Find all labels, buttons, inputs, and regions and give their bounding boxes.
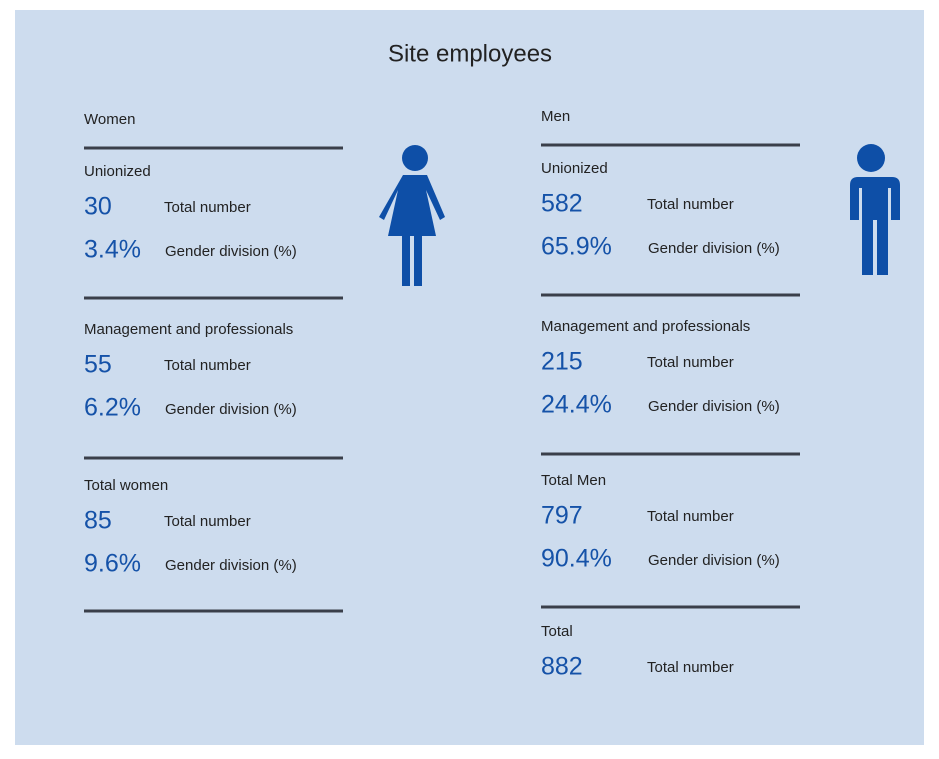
total-value: 582 xyxy=(541,190,583,218)
total-value: 215 xyxy=(541,348,583,376)
group-label: Unionized xyxy=(541,160,608,177)
column-heading: Men xyxy=(541,108,570,125)
share-value: 9.6% xyxy=(84,550,141,578)
column-heading: Women xyxy=(84,111,135,128)
total-label: Total number xyxy=(164,199,251,216)
panel xyxy=(15,10,924,745)
man-icon xyxy=(850,144,900,275)
share-value: 90.4% xyxy=(541,545,612,573)
total-label: Total number xyxy=(647,196,734,213)
share-label: Gender division (%) xyxy=(165,243,297,260)
total-value: 55 xyxy=(84,351,112,379)
total-label: Total number xyxy=(647,659,734,676)
total-value: 882 xyxy=(541,653,583,681)
group-label: Management and professionals xyxy=(84,321,293,338)
total-value: 85 xyxy=(84,507,112,535)
share-label: Gender division (%) xyxy=(648,552,780,569)
share-label: Gender division (%) xyxy=(648,240,780,257)
group-label: Total Men xyxy=(541,472,606,489)
group-label: Total women xyxy=(84,477,168,494)
share-label: Gender division (%) xyxy=(165,557,297,574)
total-value: 797 xyxy=(541,502,583,530)
group-label: Total xyxy=(541,623,573,640)
share-label: Gender division (%) xyxy=(165,401,297,418)
share-label: Gender division (%) xyxy=(648,398,780,415)
share-value: 6.2% xyxy=(84,394,141,422)
share-value: 65.9% xyxy=(541,233,612,261)
group-label: Management and professionals xyxy=(541,318,750,335)
group-label: Unionized xyxy=(84,163,151,180)
total-value: 30 xyxy=(84,193,112,221)
total-label: Total number xyxy=(647,508,734,525)
total-label: Total number xyxy=(164,513,251,530)
woman-icon xyxy=(379,145,445,286)
total-label: Total number xyxy=(647,354,734,371)
title: Site employees xyxy=(388,40,552,67)
total-label: Total number xyxy=(164,357,251,374)
share-value: 3.4% xyxy=(84,236,141,264)
share-value: 24.4% xyxy=(541,391,612,419)
